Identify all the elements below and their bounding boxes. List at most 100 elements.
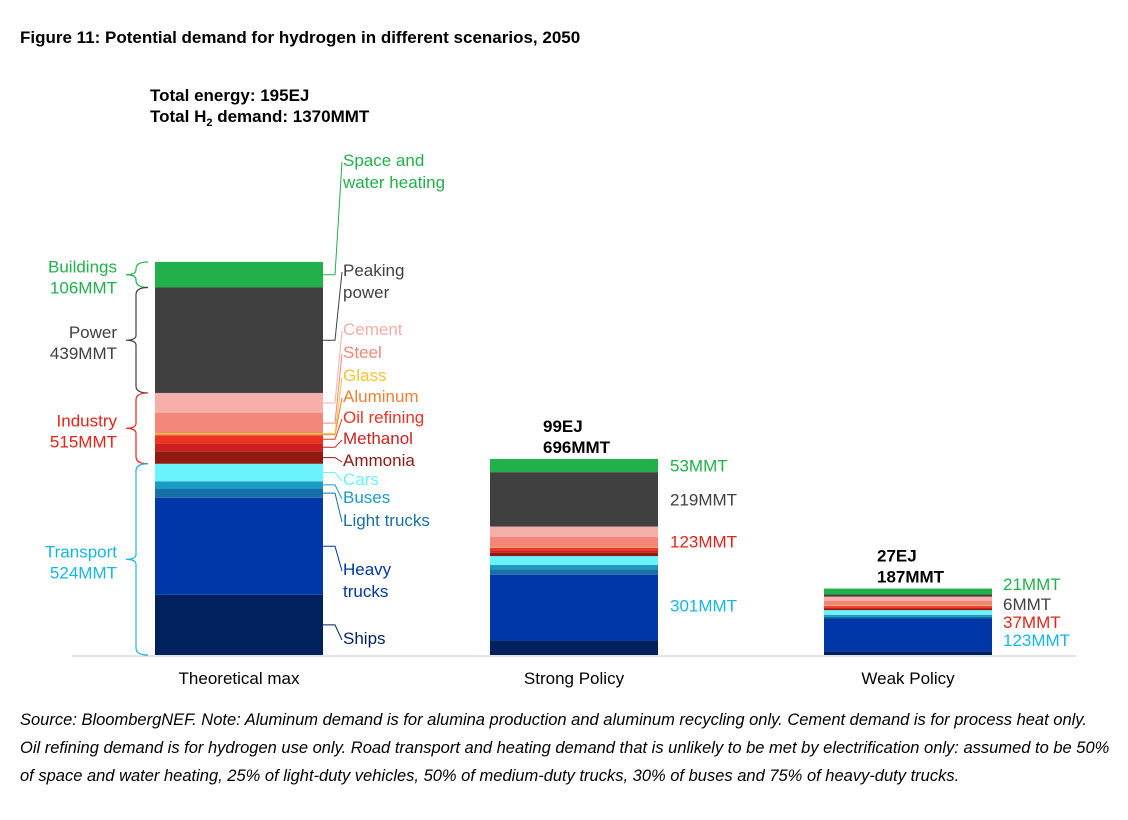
bar-total-h2-1: 696MMT [543,438,611,457]
bar-segment-steel-1 [490,536,658,547]
bar-segment-space-and-water-heating-1 [490,459,658,473]
bar-segment-heavy-trucks-0 [155,497,323,595]
source-note: Source: BloombergNEF. Note: Aluminum dem… [20,711,1110,785]
group-brace-industry [125,392,149,465]
segment-label-glass: Glass [343,366,386,385]
strong-policy-group-label: 219MMT [670,490,737,509]
leader-line [323,418,343,440]
weak-policy-group-label: 37MMT [1003,613,1061,632]
bar-total-energy-2: 27EJ [877,547,917,566]
bar-segment-ships-2 [824,651,992,655]
segment-label-space-and-water-heating: water heating [342,173,445,192]
bar-segment-light-trucks-0 [155,488,323,498]
category-label: Theoretical max [179,669,300,688]
bar-segment-ships-1 [490,640,658,655]
leader-line [323,376,343,435]
group-brace-buildings [125,261,149,289]
bar-segment-glass-0 [155,433,323,435]
segment-label-peaking-power: power [343,283,390,302]
segment-label-peaking-power: Peaking [343,261,404,280]
leader-line [323,472,343,482]
weak-policy-group-label: 21MMT [1003,575,1061,594]
category-label: Strong Policy [524,669,625,688]
bar-segment-cement-0 [155,392,323,414]
bar-segment-heavy-trucks-2 [824,618,992,652]
group-name-buildings: Buildings [48,258,117,277]
bar-segment-steel-0 [155,413,323,434]
weak-policy-group-label: 123MMT [1003,631,1070,650]
leader-line [323,492,343,523]
segment-label-space-and-water-heating: Space and [343,151,424,170]
bar-segment-cars-1 [490,556,658,565]
leader-line [323,330,343,404]
bar-segment-buses-1 [490,564,658,570]
figure-title: Figure 11: Potential demand for hydrogen… [20,28,581,47]
bar-segment-space-and-water-heating-0 [155,261,323,288]
total-energy-label: Total energy: 195EJ [150,86,309,105]
segment-label-cars: Cars [343,470,379,489]
bar-segment-peaking-power-0 [155,287,323,393]
segment-label-ships: Ships [343,629,386,648]
hydrogen-demand-chart: Theoretical max Strong Policy Weak Policy T… [45,86,1076,688]
bar-segment-cement-1 [490,526,658,537]
bar-segment-steel-2 [824,600,992,606]
leader-line [323,161,343,276]
bar-segment-space-and-water-heating-2 [824,588,992,595]
group-total-industry: 515MMT [50,432,117,451]
bar-segment-methanol-2 [824,607,992,610]
group-brace-transport [125,463,149,656]
bar-segment-peaking-power-2 [824,594,992,597]
leader-line [323,545,343,572]
leader-line [323,439,343,448]
segment-label-ammonia: Ammonia [343,451,415,470]
segment-label-heavy-trucks: trucks [343,582,388,601]
bar-segment-heavy-trucks-1 [490,574,658,641]
group-name-industry: Industry [57,411,118,430]
bar-segment-oil-refining-0 [155,435,323,444]
category-label: Weak Policy [861,669,955,688]
leader-line [323,484,343,500]
bar-segment-cars-2 [824,610,992,615]
bar-segment-cars-0 [155,463,323,482]
leader-line [323,353,343,424]
leader-line [323,457,343,463]
bar-segment-ammonia-2 [824,609,992,611]
group-total-power: 439MMT [50,344,117,363]
segment-label-light-trucks: Light trucks [343,511,430,530]
segment-label-methanol: Methanol [343,429,413,448]
segment-label-steel: Steel [343,343,382,362]
bar-segment-oil-refining-2 [824,606,992,608]
group-name-power: Power [69,323,118,342]
bar-segment-cement-2 [824,596,992,601]
group-total-transport: 524MMT [50,563,117,582]
bar-segment-oil-refining-1 [490,547,658,551]
leader-line [323,624,343,641]
bar-total-h2-2: 187MMT [877,568,945,587]
segment-label-oil-refining: Oil refining [343,408,424,427]
strong-policy-group-label: 53MMT [670,457,728,476]
segment-label-aluminum: Aluminum [343,387,419,406]
bar-total-energy-1: 99EJ [543,417,583,436]
bar-segment-peaking-power-1 [490,472,658,527]
bar-segment-ships-0 [155,594,323,655]
bar-segment-buses-0 [155,481,323,489]
segment-label-cement: Cement [343,320,403,339]
weak-policy-group-label: 6MMT [1003,595,1051,614]
bar-segment-methanol-0 [155,443,323,452]
segment-label-buses: Buses [343,488,390,507]
bar-segment-light-trucks-2 [824,616,992,619]
bar-segment-ammonia-1 [490,552,658,557]
bar-segment-ammonia-0 [155,451,323,464]
bar-segment-buses-2 [824,614,992,617]
bar-segment-light-trucks-1 [490,569,658,575]
group-name-transport: Transport [45,542,117,561]
total-h2-label: Total H2 demand: 1370MMT [150,107,370,129]
bar-segment-methanol-1 [490,550,658,553]
leader-line [323,271,343,341]
group-total-buildings: 106MMT [50,279,117,298]
strong-policy-group-label: 301MMT [670,597,737,616]
strong-policy-group-label: 123MMT [670,532,737,551]
segment-label-heavy-trucks: Heavy [343,560,392,579]
leader-line [323,397,343,436]
bar-segment-aluminum-0 [155,434,323,436]
